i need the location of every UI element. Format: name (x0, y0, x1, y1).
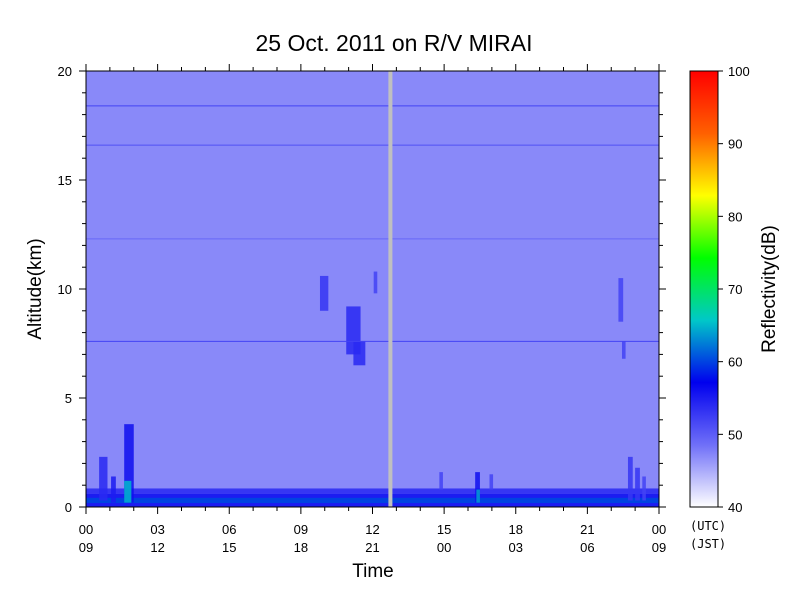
x-tick-label-utc: 12 (365, 522, 379, 537)
echo-cell (618, 278, 624, 322)
y-axis-label: Altitude(km) (25, 238, 46, 339)
x-tick-label-utc: 03 (150, 522, 164, 537)
x-tick-label-jst: 15 (222, 540, 236, 555)
echo-cell (319, 275, 329, 311)
echo-cell (627, 456, 633, 501)
x-axis-label: Time (352, 561, 394, 582)
echo-cell (476, 489, 480, 503)
y-tick-label: 10 (58, 282, 72, 297)
colorbar-tick-label: 100 (728, 64, 750, 79)
x-tick-label-jst: 12 (150, 540, 164, 555)
echo-cell (439, 472, 443, 490)
echo-cell (124, 480, 132, 503)
x-tick-label-jst: 09 (652, 540, 666, 555)
x-tick-label-utc: 18 (509, 522, 523, 537)
x-tick-label-jst: 18 (294, 540, 308, 555)
x-tick-label-utc: 09 (294, 522, 308, 537)
surface-layer (86, 488, 659, 494)
heatmap-plot-area (85, 70, 660, 508)
chart-title: 25 Oct. 2011 on R/V MIRAI (256, 30, 533, 56)
reflectivity-layers (86, 488, 659, 507)
colorbar-tick-label: 50 (728, 427, 742, 442)
y-tick-label: 0 (65, 500, 72, 515)
data-gap-bar (388, 71, 393, 507)
x-tick-label-utc: 00 (652, 522, 666, 537)
colorbar-tick-label: 90 (728, 137, 742, 152)
y-tick-label: 15 (58, 173, 72, 188)
y-tick-label: 20 (58, 64, 72, 79)
surface-layer (86, 497, 659, 504)
echo-cell (373, 271, 378, 294)
colorbar-ticks: 40 50 60 70 80 90 100 (718, 64, 750, 515)
x-tick-label-jst: 21 (365, 540, 379, 555)
heatmap-background (86, 71, 659, 507)
colorbar-tick-label: 60 (728, 355, 742, 370)
horizontal-artifact-lines (86, 105, 659, 342)
echo-cell (475, 472, 480, 503)
x-unit-utc: (UTC) (690, 519, 726, 533)
colorbar-tick-label: 70 (728, 282, 742, 297)
colorbar-tick-label: 80 (728, 209, 742, 224)
echo-cell (124, 424, 134, 503)
x-tick-label-utc: 15 (437, 522, 451, 537)
y-axis: 0 5 10 15 20 (58, 64, 666, 515)
x-unit-jst: (JST) (690, 537, 726, 551)
x-tick-label-utc: 06 (222, 522, 236, 537)
echo-cell (489, 474, 494, 490)
echo-cells (99, 271, 646, 503)
x-axis: 00 09 03 12 06 15 09 18 12 21 15 00 18 03 21 06 00 09 (79, 64, 666, 555)
echo-cell (621, 341, 626, 359)
echo-cell (635, 467, 640, 501)
echo-cell (99, 456, 108, 501)
colorbar (689, 70, 719, 508)
echo-cell (111, 476, 116, 503)
x-tick-label-utc: 21 (580, 522, 594, 537)
echo-cell (642, 476, 646, 501)
x-tick-label-utc: 00 (79, 522, 93, 537)
colorbar-label: Reflectivity(dB) (759, 225, 780, 353)
x-tick-label-jst: 06 (580, 540, 594, 555)
colorbar-tick-label: 40 (728, 500, 742, 515)
y-tick-label: 5 (65, 391, 72, 406)
x-tick-label-jst: 09 (79, 540, 93, 555)
x-tick-label-jst: 00 (437, 540, 451, 555)
echo-cell (353, 341, 366, 366)
x-tick-label-jst: 03 (509, 540, 523, 555)
